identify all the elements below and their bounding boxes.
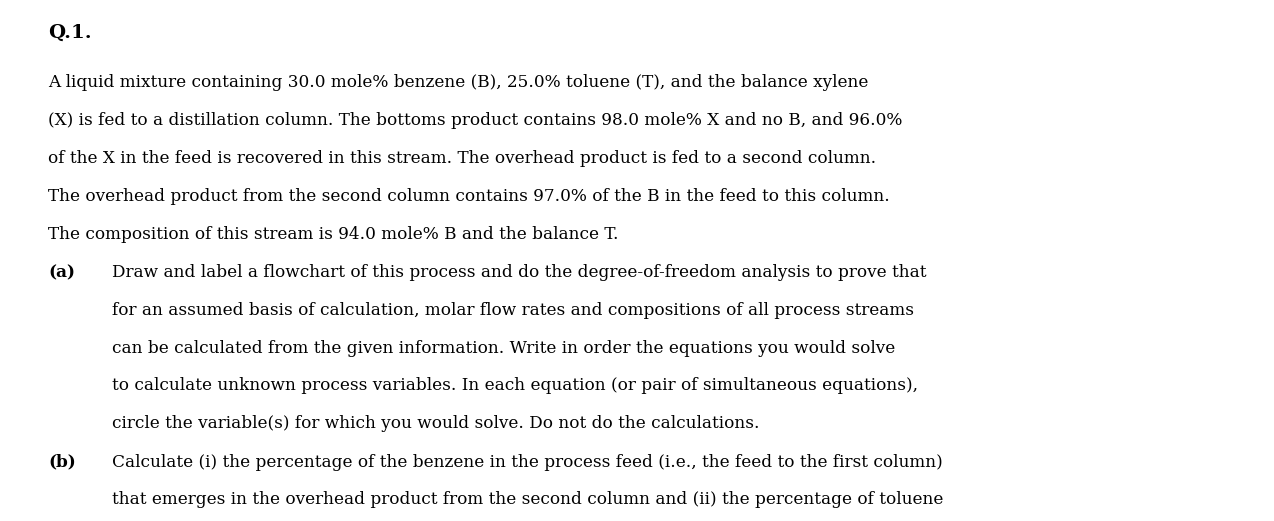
Text: circle the variable(s) for which you would solve. Do not do the calculations.: circle the variable(s) for which you wou…	[112, 415, 759, 432]
Text: The composition of this stream is 94.0 mole% B and the balance T.: The composition of this stream is 94.0 m…	[48, 226, 619, 243]
Text: can be calculated from the given information. Write in order the equations you w: can be calculated from the given informa…	[112, 340, 896, 356]
Text: A liquid mixture containing 30.0 mole% benzene (B), 25.0% toluene (T), and the b: A liquid mixture containing 30.0 mole% b…	[48, 75, 869, 92]
Text: (b): (b)	[48, 454, 76, 470]
Text: (X) is fed to a distillation column. The bottoms product contains 98.0 mole% X a: (X) is fed to a distillation column. The…	[48, 112, 903, 129]
Text: of the X in the feed is recovered in this stream. The overhead product is fed to: of the X in the feed is recovered in thi…	[48, 150, 877, 167]
Text: (a): (a)	[48, 264, 75, 281]
Text: Draw and label a flowchart of this process and do the degree-of-freedom analysis: Draw and label a flowchart of this proce…	[112, 264, 926, 281]
Text: to calculate unknown process variables. In each equation (or pair of simultaneou: to calculate unknown process variables. …	[112, 377, 919, 394]
Text: Calculate (i) the percentage of the benzene in the process feed (i.e., the feed : Calculate (i) the percentage of the benz…	[112, 454, 943, 470]
Text: Q.1.: Q.1.	[48, 23, 92, 42]
Text: for an assumed basis of calculation, molar flow rates and compositions of all pr: for an assumed basis of calculation, mol…	[112, 302, 915, 319]
Text: that emerges in the overhead product from the second column and (ii) the percent: that emerges in the overhead product fro…	[112, 491, 944, 508]
Text: The overhead product from the second column contains 97.0% of the B in the feed : The overhead product from the second col…	[48, 188, 891, 205]
